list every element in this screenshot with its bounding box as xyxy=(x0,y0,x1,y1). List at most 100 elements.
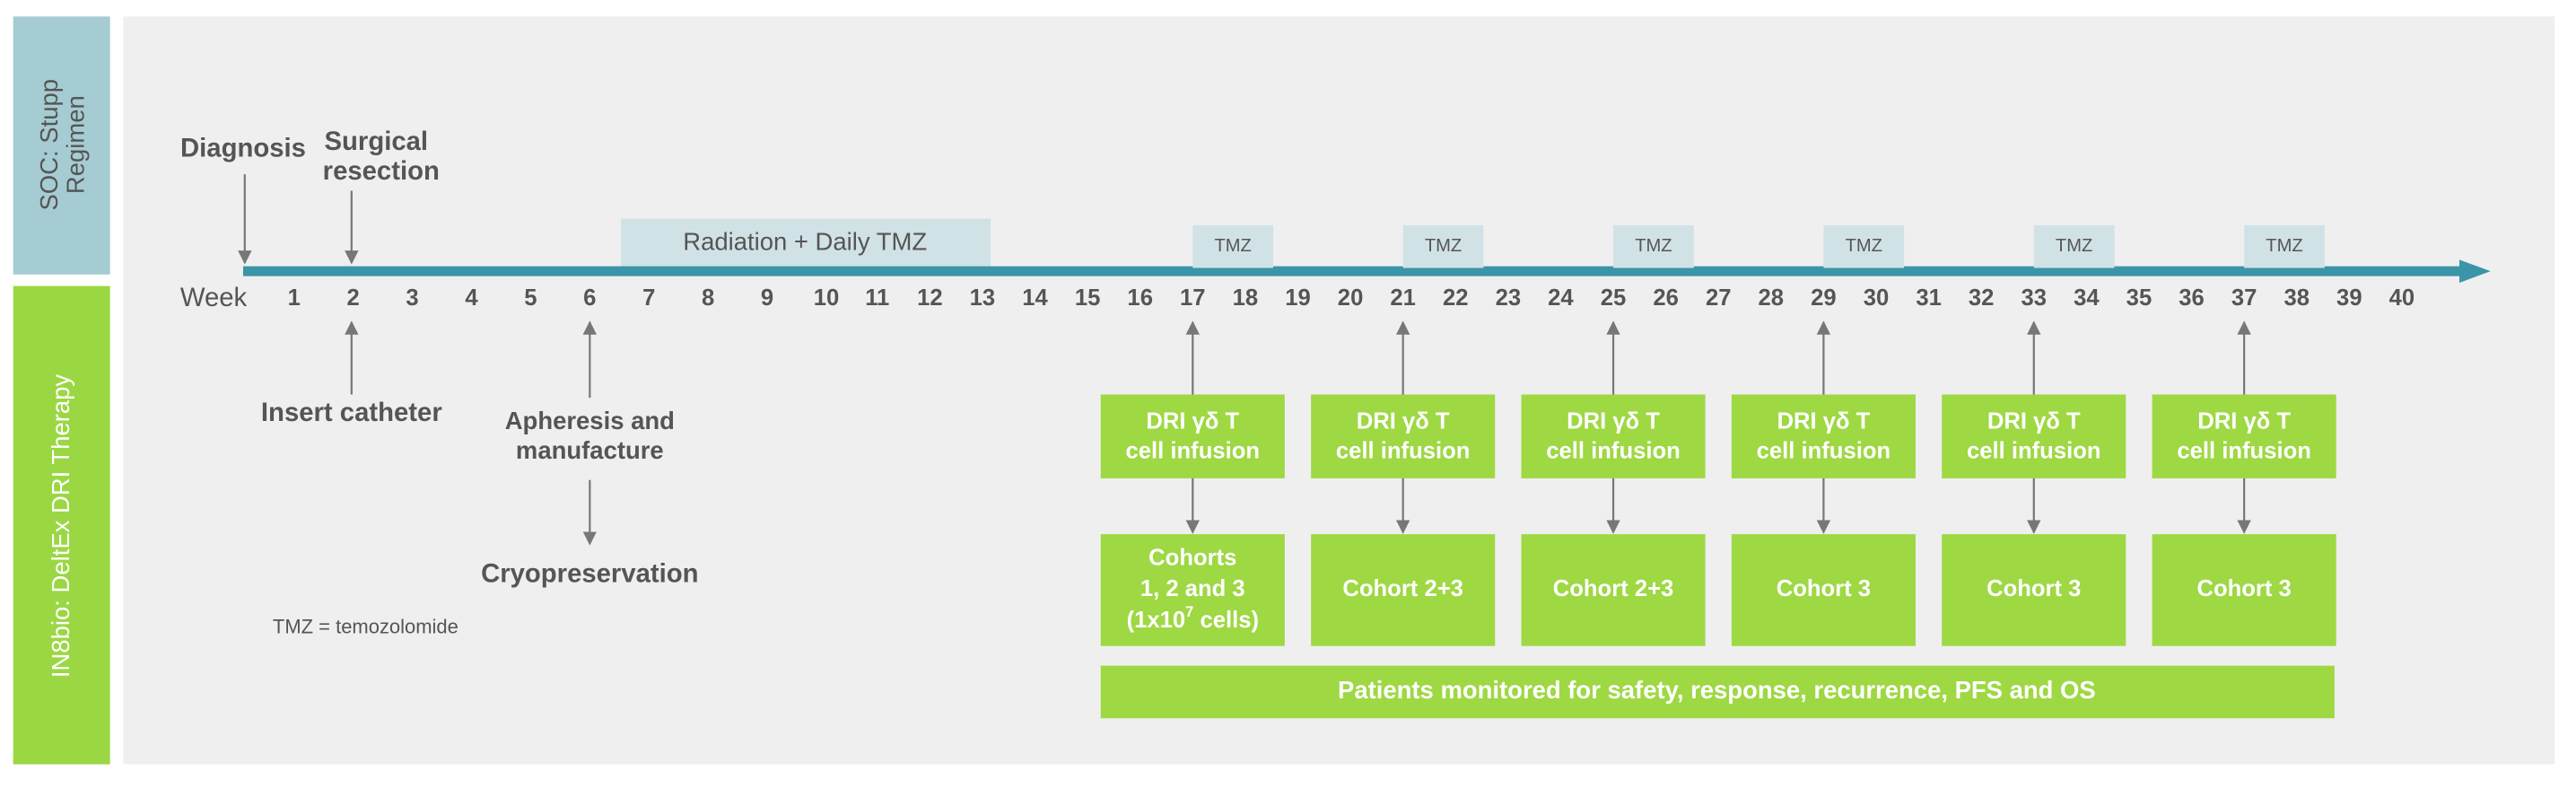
week-number: 22 xyxy=(1443,285,1469,311)
week-number: 15 xyxy=(1075,285,1101,311)
infusion-label: cell infusion xyxy=(1967,438,2100,463)
tmz-label: TMZ xyxy=(2056,236,2092,256)
tmz-label: TMZ xyxy=(1846,236,1882,256)
tmz-box xyxy=(1402,224,1484,268)
week-number: 14 xyxy=(1022,285,1048,311)
week-number: 19 xyxy=(1285,285,1311,311)
week-number: 12 xyxy=(917,285,943,311)
infusion-box xyxy=(1942,394,2126,478)
infusion-label: cell infusion xyxy=(1546,438,1681,463)
week-number: 16 xyxy=(1127,285,1153,311)
week-number: 28 xyxy=(1759,285,1785,311)
week-number: 27 xyxy=(1706,285,1732,311)
week-number: 39 xyxy=(2336,285,2362,311)
tmz-box xyxy=(2033,224,2115,268)
dose-sup: 7 xyxy=(1185,604,1193,620)
infusion-box xyxy=(2152,394,2336,478)
cohort-dose: (1x107 cells) xyxy=(1127,604,1259,633)
cohort-box xyxy=(1311,534,1496,646)
cohort-label: Cohort 3 xyxy=(1987,576,2081,601)
event-label: Apheresis and xyxy=(505,407,675,434)
cohort-box xyxy=(2152,534,2336,646)
tmz-box xyxy=(1613,224,1694,268)
infusion-label: DRI γδ T xyxy=(1567,408,1660,434)
sidebar-label: SOC: Stupp xyxy=(35,79,63,211)
week-number: 26 xyxy=(1653,285,1679,311)
tmz-label: TMZ xyxy=(1214,236,1251,256)
event-label: resection xyxy=(323,156,440,186)
radiation-band xyxy=(621,218,991,268)
event-label: Insert catheter xyxy=(261,398,442,427)
week-number: 13 xyxy=(970,285,996,311)
event-label: Surgical xyxy=(325,127,429,156)
tmz-box xyxy=(1823,224,1905,268)
week-number: 10 xyxy=(814,285,840,311)
cohort-label: Cohort 2+3 xyxy=(1553,576,1674,601)
sidebar-bottom xyxy=(13,285,110,765)
cohort-label: Cohort 3 xyxy=(2196,576,2291,601)
week-number: 29 xyxy=(1811,285,1837,311)
cohort-label: Cohorts xyxy=(1148,545,1236,570)
week-number: 25 xyxy=(1601,285,1627,311)
week-number: 30 xyxy=(1864,285,1890,311)
infusion-box xyxy=(1731,394,1916,478)
sidebar-top xyxy=(13,16,110,275)
timeline-arrowhead xyxy=(2458,259,2491,283)
week-number: 40 xyxy=(2389,285,2415,311)
week-number: 4 xyxy=(465,285,478,311)
week-label: Week xyxy=(180,283,248,312)
sidebar-label: IN8bio: DeltEx DRI Therapy xyxy=(47,374,74,678)
cohort-label: Cohort 2+3 xyxy=(1342,576,1463,601)
infusion-box xyxy=(1311,394,1496,478)
infusion-label: DRI γδ T xyxy=(2197,408,2291,434)
dose-base: (1x10 xyxy=(1127,608,1186,633)
week-number: 34 xyxy=(2074,285,2100,311)
cohort-box xyxy=(1100,534,1285,646)
infusion-box xyxy=(1521,394,1706,478)
week-number: 23 xyxy=(1496,285,1522,311)
week-number: 18 xyxy=(1233,285,1259,311)
cohort-label: 1, 2 and 3 xyxy=(1140,576,1245,601)
tmz-box xyxy=(1192,224,1274,268)
infusion-label: DRI γδ T xyxy=(1357,408,1450,434)
dose-rest: cells) xyxy=(1193,608,1259,633)
cohort-box xyxy=(1521,534,1706,646)
week-number: 8 xyxy=(702,285,714,311)
cohort-box xyxy=(1942,534,2126,646)
week-number: 6 xyxy=(583,285,596,311)
tmz-label: TMZ xyxy=(1635,236,1672,256)
infusion-box xyxy=(1100,394,1285,478)
week-number: 36 xyxy=(2179,285,2205,311)
infusion-label: cell infusion xyxy=(1336,438,1471,463)
event-label: Cryopreservation xyxy=(481,559,698,589)
sidebar-label: Regimen xyxy=(61,95,89,194)
infusion-label: cell infusion xyxy=(1126,438,1261,463)
cohort-box xyxy=(1731,534,1916,646)
week-number: 35 xyxy=(2126,285,2152,311)
week-number: 11 xyxy=(865,285,889,311)
event-label: Diagnosis xyxy=(180,133,306,162)
monitoring-label: Patients monitored for safety, response,… xyxy=(1338,676,2096,704)
infusion-label: DRI γδ T xyxy=(1146,408,1239,434)
week-number: 37 xyxy=(2231,285,2257,311)
week-number: 2 xyxy=(347,285,360,311)
infusion-label: DRI γδ T xyxy=(1987,408,2081,434)
week-number: 1 xyxy=(288,285,301,311)
week-number: 24 xyxy=(1548,285,1574,311)
event-label: manufacture xyxy=(516,436,664,464)
cohort-label: Cohort 3 xyxy=(1777,576,1871,601)
week-number: 32 xyxy=(1969,285,1995,311)
tmz-box xyxy=(2244,224,2325,268)
main-panel xyxy=(123,16,2555,765)
week-number: 38 xyxy=(2283,285,2310,311)
week-number: 33 xyxy=(2022,285,2048,311)
infusion-label: cell infusion xyxy=(2177,438,2311,463)
infusion-label: DRI γδ T xyxy=(1777,408,1870,434)
week-number: 17 xyxy=(1180,285,1206,311)
footnote: TMZ = temozolomide xyxy=(273,615,458,637)
week-number: 3 xyxy=(406,285,418,311)
week-number: 21 xyxy=(1390,285,1416,311)
radiation-label: Radiation + Daily TMZ xyxy=(683,227,927,255)
